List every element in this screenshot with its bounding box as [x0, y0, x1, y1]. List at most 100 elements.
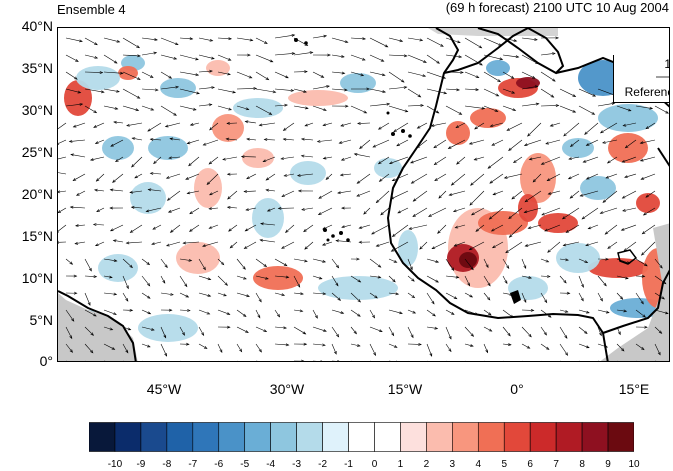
wind-vector-head	[604, 361, 607, 362]
wind-vector	[502, 54, 519, 58]
wind-vector-head	[223, 293, 227, 297]
wind-vector	[274, 258, 288, 266]
wind-vector	[312, 35, 327, 39]
wind-vector-head	[264, 41, 268, 44]
wind-vector	[293, 326, 306, 335]
wind-vector-head	[243, 189, 248, 193]
wind-vector	[322, 241, 333, 246]
anomaly-shading	[160, 78, 196, 98]
wind-vector-head	[337, 191, 341, 195]
wind-vector	[388, 105, 408, 112]
wind-vector-head	[129, 229, 134, 233]
wind-vector	[411, 173, 428, 184]
wind-vector	[180, 360, 181, 361]
wind-vector	[236, 275, 247, 280]
wind-vector-head	[248, 75, 253, 79]
wind-vector	[654, 309, 669, 314]
wind-vector-head	[390, 248, 395, 252]
azores-island	[304, 41, 308, 45]
wind-vector-head	[188, 162, 192, 167]
wind-vector-head	[129, 190, 133, 194]
wind-vector-head	[73, 291, 78, 295]
wind-vector	[226, 138, 238, 141]
wind-vector	[304, 122, 314, 127]
wind-vector-head	[586, 310, 590, 314]
wind-vector-head	[659, 265, 663, 269]
wind-vector	[189, 224, 200, 232]
wind-vector	[312, 275, 322, 280]
wind-vector	[331, 343, 337, 355]
wind-vector-head	[318, 195, 322, 199]
wind-vector	[426, 88, 447, 94]
wind-vector	[356, 173, 371, 184]
wind-vector	[217, 275, 228, 286]
wind-vector	[103, 343, 115, 350]
wind-vector-head	[335, 264, 340, 269]
wind-vector	[236, 71, 252, 79]
wind-vector	[540, 53, 556, 56]
wind-vector-head	[113, 292, 118, 296]
wind-vector	[540, 275, 550, 277]
wind-vector	[623, 122, 637, 127]
wind-vector-head	[381, 73, 386, 77]
colorbar-swatch	[426, 422, 453, 452]
wind-vector	[312, 309, 318, 319]
wind-vector	[65, 37, 83, 42]
wind-vector-head	[622, 123, 627, 127]
wind-vector	[227, 190, 238, 200]
wind-vector	[274, 71, 289, 79]
wind-vector	[331, 275, 339, 286]
wind-vector-head	[386, 102, 391, 106]
wind-vector	[502, 105, 516, 111]
wind-vector-head	[507, 332, 511, 337]
wind-vector-head	[119, 71, 124, 75]
wind-vector	[264, 139, 276, 141]
wind-vector-head	[222, 157, 226, 161]
wind-vector-head	[587, 226, 592, 230]
wind-vector	[160, 343, 167, 357]
wind-vector	[160, 275, 166, 284]
wind-vector	[132, 137, 143, 141]
wind-vector-head	[265, 188, 270, 192]
wind-vector	[605, 224, 618, 235]
wind-vector	[413, 190, 428, 202]
wind-vector	[141, 326, 155, 331]
wind-vector-head	[227, 72, 231, 76]
wind-vector	[110, 139, 124, 147]
wind-vector	[474, 156, 485, 161]
wind-vector	[437, 224, 447, 234]
wind-vector-head	[113, 259, 118, 262]
wind-vector-head	[563, 279, 567, 284]
wind-vector	[489, 207, 504, 220]
wind-vector-head	[129, 308, 134, 312]
wind-vector	[332, 360, 336, 361]
anomaly-shading	[520, 153, 556, 203]
wind-vector	[547, 173, 561, 181]
wind-vector-head	[285, 275, 290, 279]
wind-vector-head	[290, 89, 295, 92]
wind-vector	[285, 224, 295, 233]
wind-vector-head	[226, 121, 230, 125]
wind-vector	[312, 105, 327, 111]
wind-vector	[142, 360, 143, 361]
wind-vector	[141, 343, 151, 348]
wind-vector	[563, 241, 580, 246]
wind-vector	[600, 122, 618, 134]
wind-vector-head	[447, 146, 452, 149]
wind-vector	[350, 105, 367, 114]
wind-vector	[293, 88, 307, 93]
wind-vector-head	[202, 266, 206, 271]
wind-vector-head	[411, 278, 415, 282]
wind-vector-head	[488, 312, 492, 316]
wind-vector-head	[640, 300, 644, 305]
wind-vector	[217, 343, 223, 353]
wind-vector-head	[74, 241, 79, 245]
wind-vector-head	[545, 346, 550, 350]
wind-vector	[540, 71, 556, 82]
wind-vector	[426, 37, 444, 47]
wind-vector	[636, 360, 637, 361]
wind-vector	[103, 54, 118, 64]
wind-vector-head	[641, 274, 646, 278]
wind-vector-head	[532, 179, 537, 183]
wind-vector	[407, 275, 415, 282]
